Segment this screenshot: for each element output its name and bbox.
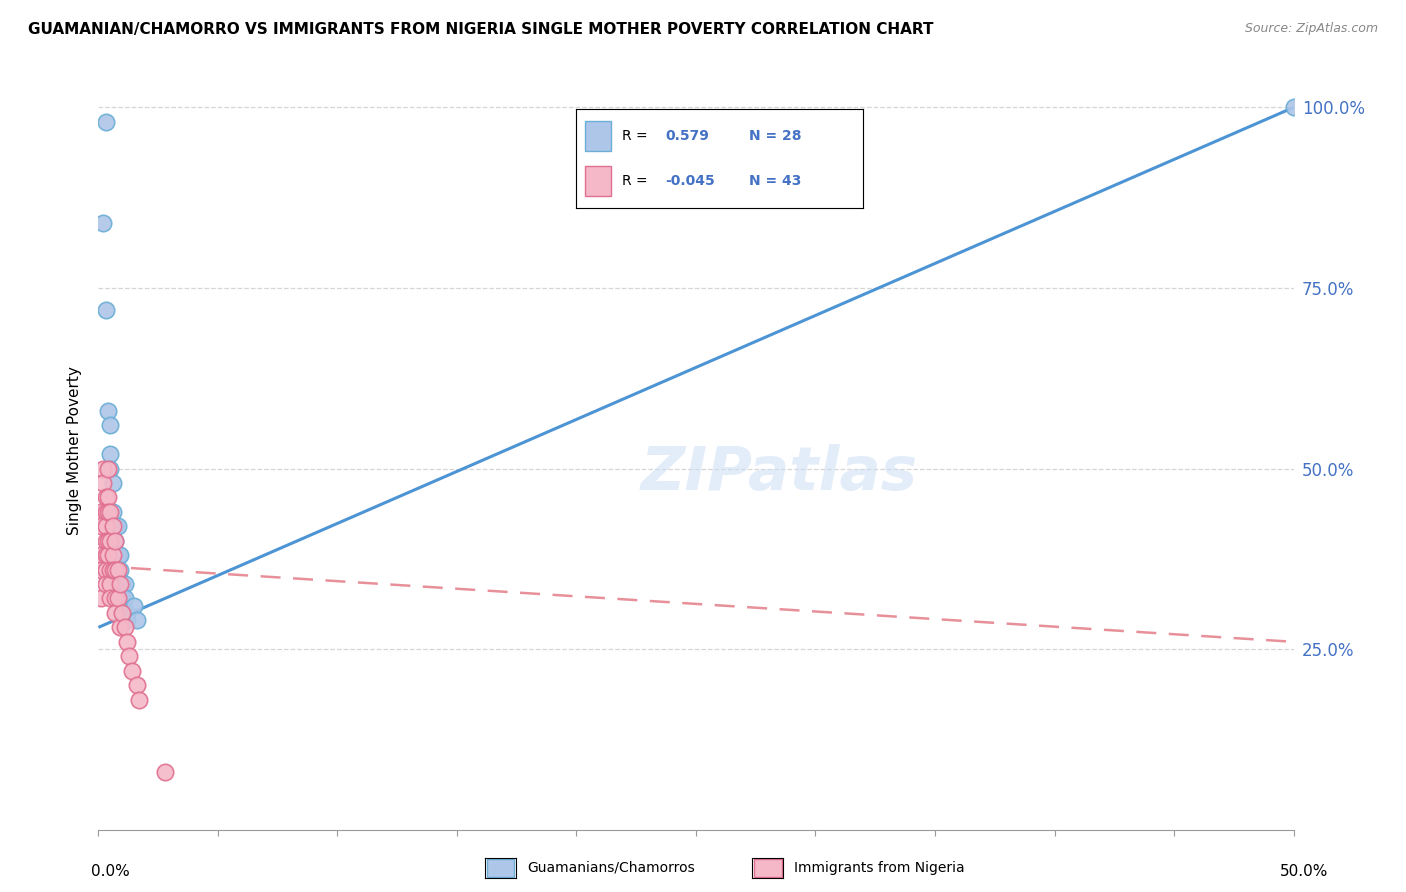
Point	[98, 533, 122, 548]
Point	[91, 475, 114, 490]
Text: GUAMANIAN/CHAMORRO VS IMMIGRANTS FROM NIGERIA SINGLE MOTHER POVERTY CORRELATION : GUAMANIAN/CHAMORRO VS IMMIGRANTS FROM NI…	[28, 22, 934, 37]
Point	[90, 548, 112, 562]
FancyBboxPatch shape	[754, 859, 782, 877]
Point	[101, 563, 124, 577]
Point	[101, 548, 124, 562]
Point	[125, 613, 148, 627]
Point	[101, 519, 124, 533]
Point	[104, 563, 127, 577]
Point	[90, 505, 112, 519]
Point	[107, 519, 129, 533]
Point	[115, 613, 138, 627]
Point	[101, 475, 124, 490]
Point	[111, 591, 134, 606]
Point	[104, 533, 127, 548]
Point	[94, 519, 117, 533]
Point	[90, 519, 112, 533]
Point	[111, 606, 134, 620]
Point	[94, 115, 117, 129]
Point	[155, 764, 177, 779]
Y-axis label: Single Mother Poverty: Single Mother Poverty	[67, 366, 83, 535]
Text: Immigrants from Nigeria: Immigrants from Nigeria	[794, 861, 965, 875]
Point	[91, 216, 114, 230]
Point	[97, 505, 120, 519]
Text: Source: ZipAtlas.com: Source: ZipAtlas.com	[1244, 22, 1378, 36]
Point	[121, 664, 143, 678]
Point	[118, 649, 141, 664]
Point	[94, 533, 117, 548]
Point	[97, 461, 120, 475]
Point	[98, 577, 122, 591]
FancyBboxPatch shape	[486, 859, 515, 877]
Point	[101, 505, 124, 519]
Point	[98, 563, 122, 577]
Point	[90, 591, 112, 606]
Point	[114, 577, 136, 591]
Point	[114, 620, 136, 634]
Point	[128, 692, 150, 706]
Point	[115, 606, 138, 620]
Point	[104, 563, 127, 577]
Point	[94, 548, 117, 562]
Point	[125, 678, 148, 692]
Text: 50.0%: 50.0%	[1281, 864, 1329, 879]
Point	[91, 461, 114, 475]
Point	[98, 418, 122, 433]
Point	[90, 563, 112, 577]
Point	[98, 447, 122, 461]
Point	[98, 591, 122, 606]
Text: ZIPatlas: ZIPatlas	[641, 443, 918, 503]
Point	[97, 533, 120, 548]
Point	[108, 548, 131, 562]
Point	[94, 505, 117, 519]
Point	[104, 548, 127, 562]
Point	[97, 491, 120, 505]
Point	[108, 577, 131, 591]
Text: 0.0%: 0.0%	[91, 864, 131, 879]
Point	[107, 577, 129, 591]
Point	[97, 403, 120, 417]
Point	[124, 599, 146, 613]
Point	[107, 591, 129, 606]
Point	[107, 563, 129, 577]
Point	[1282, 100, 1305, 114]
Point	[111, 606, 134, 620]
Point	[94, 491, 117, 505]
Point	[108, 563, 131, 577]
Point	[111, 577, 134, 591]
Point	[98, 505, 122, 519]
Point	[104, 519, 127, 533]
Point	[94, 302, 117, 317]
Point	[108, 620, 131, 634]
Point	[104, 591, 127, 606]
Point	[97, 548, 120, 562]
Point	[94, 563, 117, 577]
Point	[107, 548, 129, 562]
Text: Guamanians/Chamorros: Guamanians/Chamorros	[527, 861, 695, 875]
Point	[114, 591, 136, 606]
Point	[98, 461, 122, 475]
Point	[94, 577, 117, 591]
Point	[104, 606, 127, 620]
Point	[115, 635, 138, 649]
Point	[104, 533, 127, 548]
